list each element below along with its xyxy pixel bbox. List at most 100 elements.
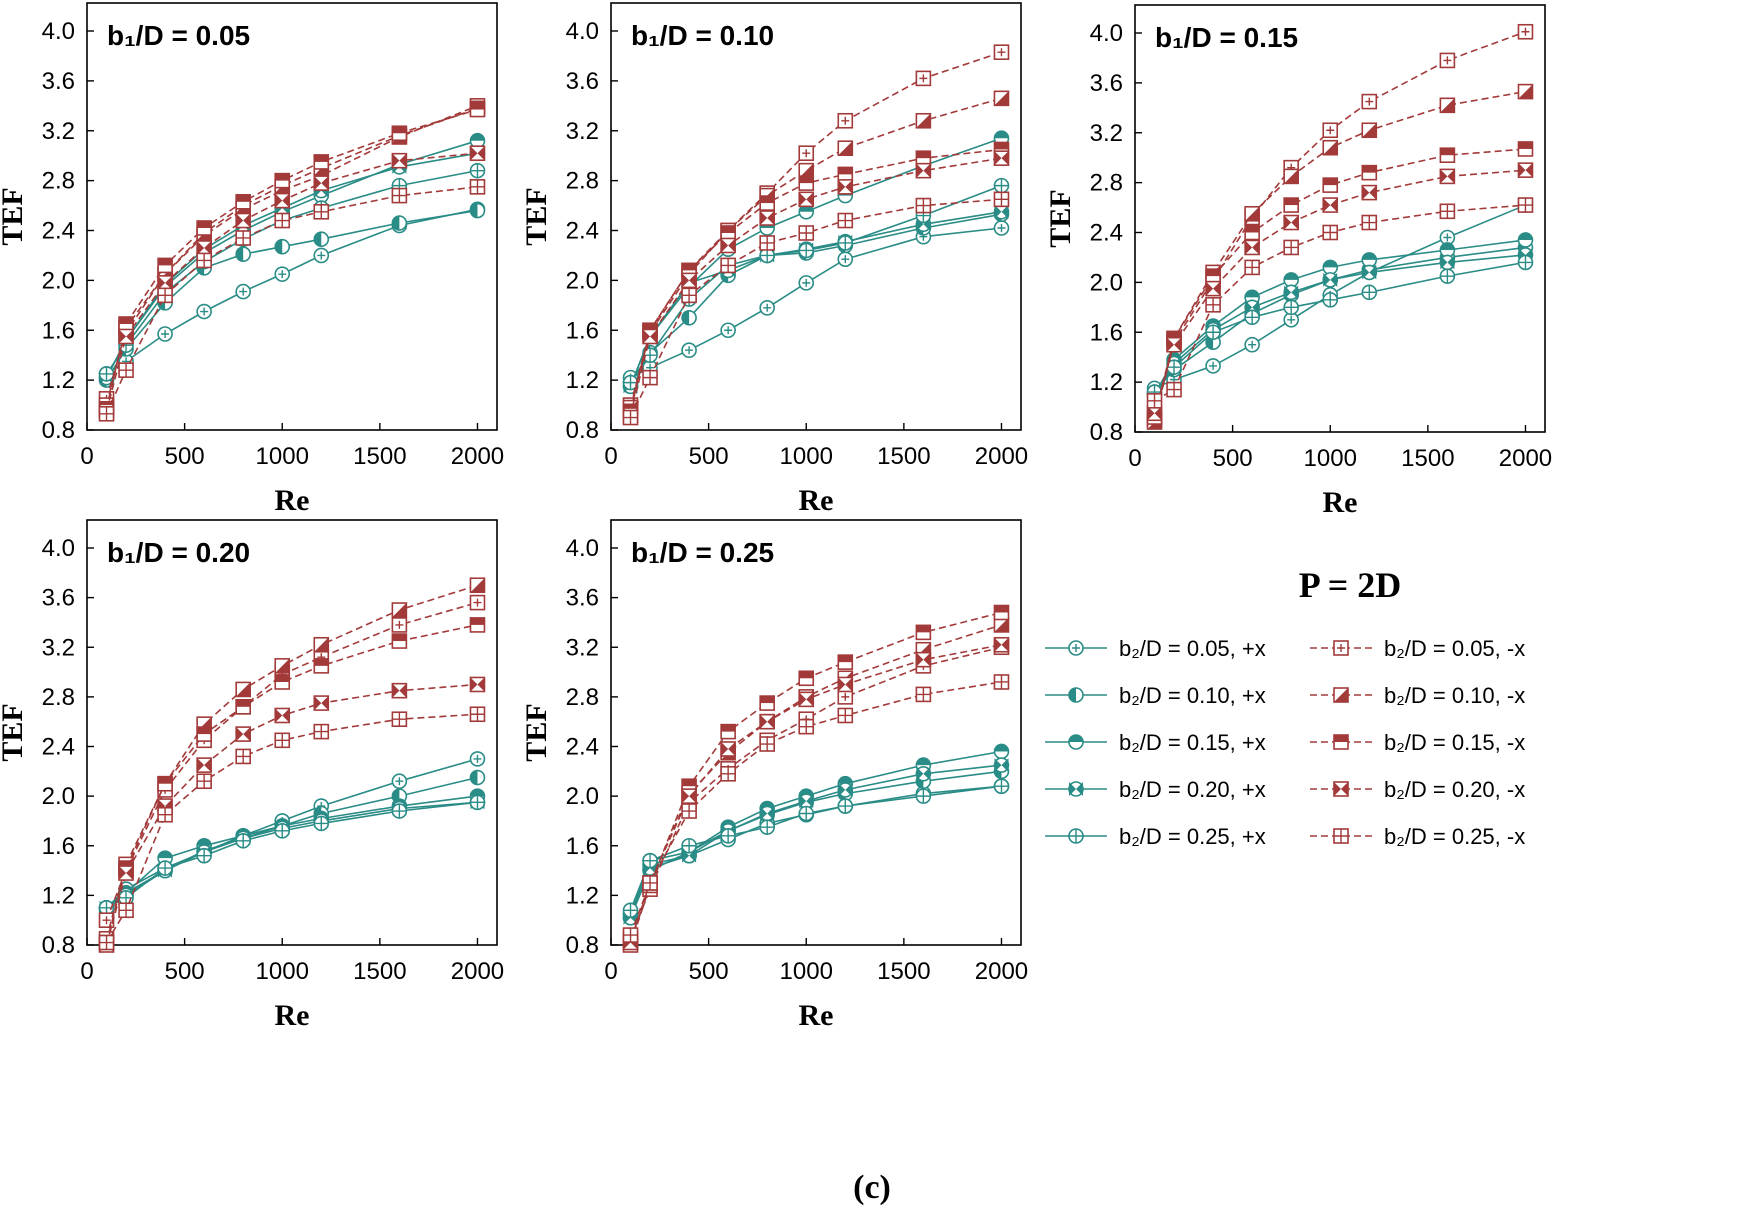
series-plus-x-2: [98, 769, 486, 919]
data-point: [274, 823, 291, 839]
data-point: [391, 152, 408, 169]
y-tick-label: 1.6: [566, 317, 599, 344]
data-point: [642, 852, 658, 869]
y-axis-label: TEF: [520, 187, 553, 245]
y-tick-label: 0.8: [566, 417, 599, 444]
series-minus-x-3: [622, 141, 1010, 420]
legend: P = 2D b₂/D = 0.05, +x b₂/D = 0.05, -x b₂/D…: [1045, 565, 1525, 849]
data-point: [469, 179, 486, 195]
data-point: [235, 681, 251, 698]
data-point: [235, 283, 251, 300]
plot-frame: [86, 519, 498, 946]
data-point: [1244, 239, 1260, 256]
data-point: [837, 689, 854, 705]
legend-label: b₂/D = 0.25, -x: [1384, 824, 1525, 849]
legend-marker: [1068, 687, 1084, 703]
panel-title: b₁/D = 0.25: [631, 537, 774, 568]
data-point: [313, 695, 330, 711]
data-point: [622, 374, 639, 391]
data-point: [915, 686, 932, 703]
legend-title: P = 2D: [1299, 565, 1402, 605]
figure-label: (c): [853, 1169, 891, 1206]
data-point: [313, 636, 330, 653]
series-line: [105, 107, 478, 406]
data-point: [157, 287, 173, 304]
x-tick-label: 1000: [1304, 445, 1357, 472]
data-point: [1322, 177, 1339, 193]
data-point: [837, 251, 854, 267]
panel-title: b₁/D = 0.15: [1155, 22, 1298, 53]
series-plus-x-4: [98, 794, 486, 916]
data-point: [1322, 122, 1339, 139]
data-point: [1439, 168, 1456, 185]
x-tick-label: 0: [604, 443, 617, 470]
series-plus-x-1: [622, 220, 1010, 386]
y-tick-label: 3.6: [1090, 70, 1123, 97]
data-point: [274, 732, 291, 749]
legend-label: b₂/D = 0.10, -x: [1384, 683, 1525, 708]
x-tick-label: 2000: [451, 958, 504, 985]
data-point: [1517, 162, 1534, 178]
plot-frame: [86, 2, 498, 431]
series-plus-x-4: [622, 757, 1010, 926]
data-point: [196, 757, 212, 773]
legend-entry: b₂/D = 0.05, +x: [1045, 636, 1266, 661]
series-line: [629, 611, 1002, 946]
legend-marker: [1068, 828, 1084, 844]
x-tick-label: 1000: [780, 958, 833, 985]
x-axis-label: Re: [275, 484, 310, 517]
series-line: [105, 584, 478, 940]
data-point: [1361, 122, 1378, 139]
data-point: [993, 757, 1010, 773]
data-point: [681, 309, 697, 326]
chart-panel-1: 0.8 1.2 1.6 2.0 2.4 2.8 3.2 3.6 4.0 0 500 1000 1500 2…: [0, 2, 504, 517]
data-point: [196, 303, 212, 320]
series-minus-x-5: [1146, 197, 1534, 409]
data-point: [469, 101, 486, 118]
data-point: [837, 112, 854, 129]
data-point: [274, 238, 291, 255]
series-line: [105, 186, 478, 415]
data-point: [622, 409, 639, 426]
legend-entry: b₂/D = 0.20, -x: [1310, 777, 1525, 802]
series-line: [629, 157, 1002, 416]
data-point: [469, 751, 486, 767]
legend-entry: b₂/D = 0.10, +x: [1045, 683, 1266, 708]
data-point: [759, 695, 775, 711]
y-tick-label: 3.6: [566, 68, 599, 95]
data-point: [1283, 168, 1299, 185]
data-point: [993, 44, 1010, 60]
y-tick-label: 1.6: [42, 833, 75, 860]
series-minus-x-4: [98, 676, 486, 953]
data-point: [759, 300, 775, 316]
data-point: [469, 676, 486, 693]
data-point: [1205, 324, 1221, 341]
y-tick-label: 2.4: [42, 734, 75, 761]
data-point: [915, 765, 932, 782]
data-point: [1283, 311, 1299, 328]
data-point: [469, 162, 486, 179]
y-tick-label: 2.8: [42, 168, 75, 195]
series-minus-x-4: [1146, 162, 1534, 422]
data-point: [313, 658, 330, 674]
data-point: [915, 624, 932, 641]
data-point: [469, 202, 486, 219]
data-point: [837, 235, 854, 251]
data-point: [720, 237, 736, 254]
data-point: [915, 162, 932, 179]
data-point: [313, 247, 330, 264]
series-line: [105, 105, 478, 400]
y-tick-label: 1.6: [566, 833, 599, 860]
chart-panel-3: 0.8 1.2 1.6 2.0 2.4 2.8 3.2 3.6 4.0 0 500 1000 1500 2…: [1044, 4, 1552, 519]
legend-label: b₂/D = 0.15, -x: [1384, 730, 1525, 755]
panel-title: b₁/D = 0.05: [107, 20, 250, 51]
data-point: [469, 769, 486, 786]
data-point: [196, 726, 212, 742]
series-minus-x-5: [98, 706, 486, 951]
y-tick-label: 1.6: [42, 317, 75, 344]
data-point: [720, 322, 736, 339]
data-point: [993, 743, 1010, 760]
data-point: [837, 166, 854, 183]
legend-entry: b₂/D = 0.25, +x: [1045, 824, 1266, 849]
data-point: [1322, 272, 1339, 288]
